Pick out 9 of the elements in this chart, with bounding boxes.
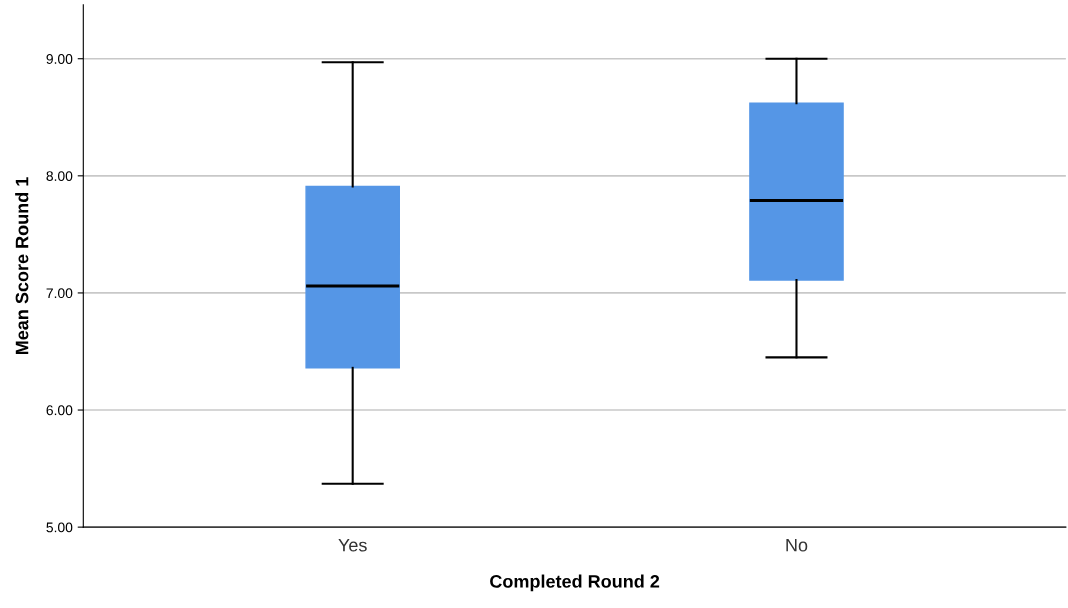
y-tick-label: 8.00: [46, 171, 73, 181]
y-tick-label: 7.00: [46, 288, 73, 299]
x-tick-label: No: [786, 538, 808, 552]
y-tick-label: 6.00: [46, 405, 73, 416]
y-tick-label: 9.00: [46, 54, 73, 64]
y-axis-title: Mean Score Round 1: [15, 177, 29, 355]
x-tick-label: Yes: [338, 538, 367, 552]
x-axis-title: Completed Round 2: [490, 574, 660, 592]
y-tick-label: 5.00: [46, 522, 73, 533]
